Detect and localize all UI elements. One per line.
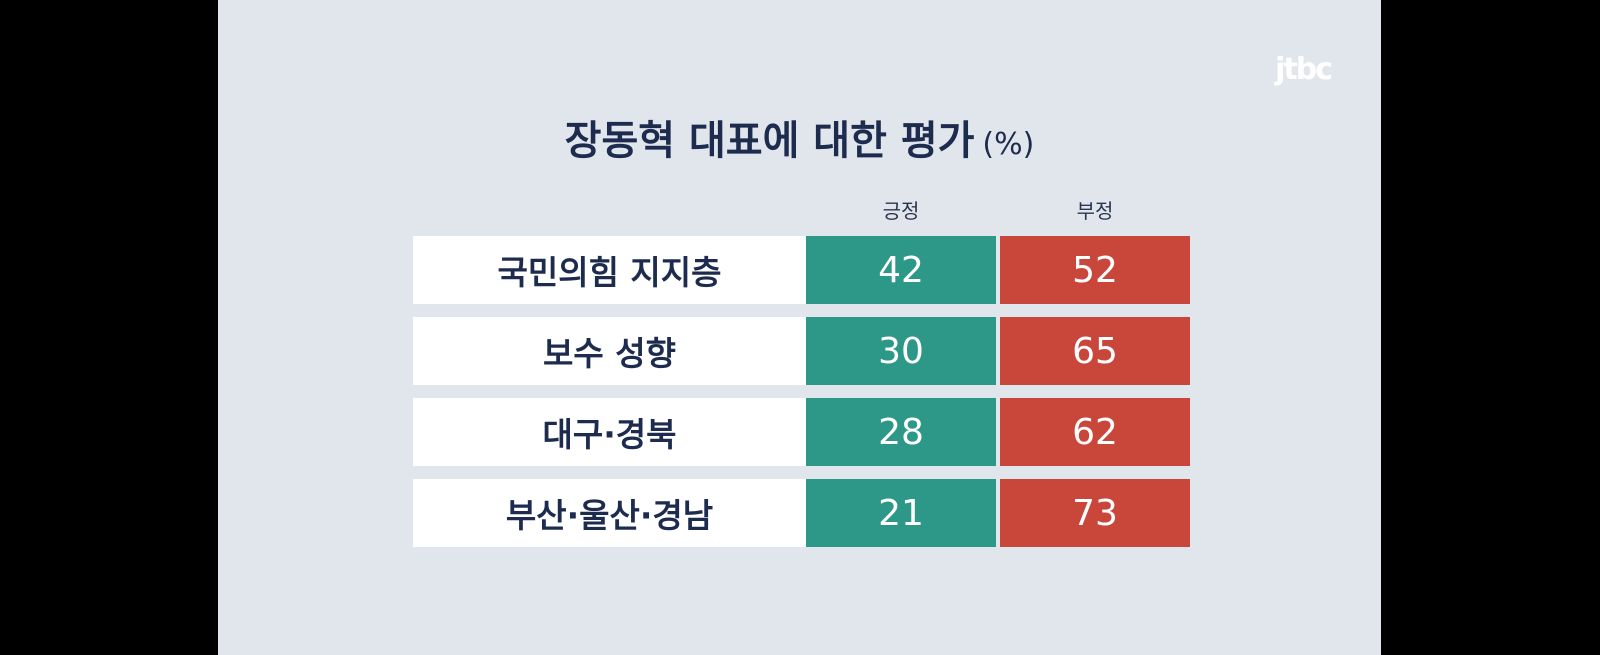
chart-unit: (%) [982,127,1035,162]
table-row: 국민의힘 지지층 42 52 [413,236,1190,304]
row-label: 부산·울산·경남 [413,479,806,547]
negative-value: 52 [1000,236,1190,304]
table-row: 부산·울산·경남 21 73 [413,479,1190,547]
row-label: 보수 성향 [413,317,806,385]
row-label: 국민의힘 지지층 [413,236,806,304]
positive-value: 21 [806,479,996,547]
jtbc-logo: jtbc [1275,52,1333,87]
negative-value: 73 [1000,479,1190,547]
negative-value: 62 [1000,398,1190,466]
negative-value: 65 [1000,317,1190,385]
table-row: 대구·경북 28 62 [413,398,1190,466]
positive-value: 42 [806,236,996,304]
chart-title-text: 장동혁 대표에 대한 평가 [564,118,975,164]
column-header-positive: 긍정 [882,199,920,223]
chart-frame: jtbc 장동혁 대표에 대한 평가 (%) 긍정 부정 국민의힘 지지층 42 52… [218,0,1381,655]
column-header-negative: 부정 [1076,199,1114,223]
chart-title: 장동혁 대표에 대한 평가 (%) [218,108,1381,166]
positive-value: 30 [806,317,996,385]
positive-value: 28 [806,398,996,466]
table-row: 보수 성향 30 65 [413,317,1190,385]
row-label: 대구·경북 [413,398,806,466]
